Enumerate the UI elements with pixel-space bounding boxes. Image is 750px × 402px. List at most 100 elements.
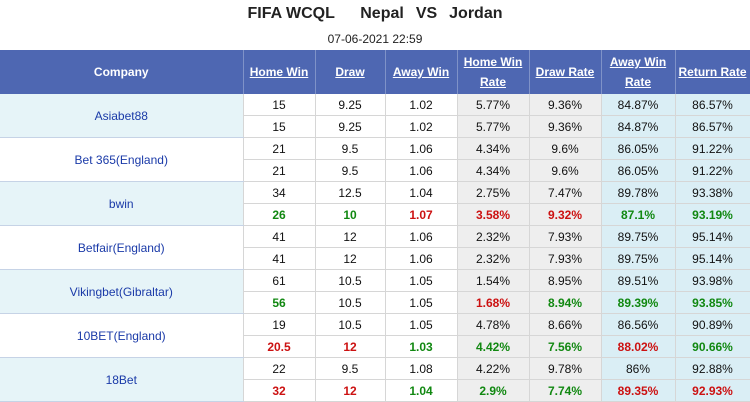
company-name[interactable]: Asiabet88 (0, 94, 244, 138)
company-name[interactable]: Bet 365(England) (0, 137, 244, 182)
home-win-rate: 4.34% (457, 159, 530, 182)
home-win-rate: 1.54% (457, 269, 530, 292)
away-win-odds: 1.05 (385, 313, 458, 336)
home-win-odds: 22 (243, 357, 316, 380)
company-name[interactable]: 18Bet (0, 357, 244, 402)
home-win-odds: 56 (243, 291, 316, 314)
away-win-rate: 89.75% (601, 225, 676, 248)
company-name[interactable]: Betfair(England) (0, 225, 244, 270)
col-draw-rate-header[interactable]: Draw Rate (529, 50, 602, 94)
home-win-odds: 34 (243, 181, 316, 204)
home-win-odds: 21 (243, 137, 316, 160)
table-row: Betfair(England) 41 12 1.06 2.32% 7.93% 89.75%… (0, 225, 750, 270)
table-row: 41 12 1.06 2.32% 7.93% 89.75% 95.14% (0, 247, 750, 270)
home-win-rate: 4.34% (457, 137, 530, 160)
return-rate: 92.88% (675, 357, 750, 380)
draw-rate: 9.36% (529, 94, 602, 116)
odds-table: Company Home Win Draw Away Win Home Win … (0, 50, 750, 402)
away-win-rate: 86.05% (601, 159, 676, 182)
home-win-rate: 4.22% (457, 357, 530, 380)
draw-rate: 9.78% (529, 357, 602, 380)
home-win-rate: 4.78% (457, 313, 530, 336)
draw-rate: 8.94% (529, 291, 602, 314)
home-win-odds: 15 (243, 94, 316, 116)
match-datetime: 07-06-2021 22:59 (327, 32, 423, 46)
draw-rate: 7.47% (529, 181, 602, 204)
draw-rate: 7.93% (529, 225, 602, 248)
company-name[interactable]: Vikingbet(Gibraltar) (0, 269, 244, 314)
return-rate: 95.14% (675, 247, 750, 270)
away-win-rate: 89.51% (601, 269, 676, 292)
draw-rate: 8.66% (529, 313, 602, 336)
away-win-odds: 1.04 (385, 379, 458, 402)
table-row: 56 10.5 1.05 1.68% 8.94% 89.39% 93.85% (0, 291, 750, 314)
col-return-rate-header[interactable]: Return Rate (675, 50, 750, 94)
home-win-odds: 26 (243, 203, 316, 226)
return-rate: 92.93% (675, 379, 750, 402)
away-win-rate: 86.05% (601, 137, 676, 160)
draw-rate: 8.95% (529, 269, 602, 292)
col-home-win-header[interactable]: Home Win (243, 50, 316, 94)
table-row: 18Bet 22 9.5 1.08 4.22% 9.78% 86% 92.88% (0, 357, 750, 402)
home-win-odds: 41 (243, 247, 316, 270)
away-win-rate: 89.35% (601, 379, 676, 402)
table-row: 26 10 1.07 3.58% 9.32% 87.1% 93.19% (0, 203, 750, 226)
draw-odds: 10.5 (315, 313, 386, 336)
return-rate: 93.19% (675, 203, 750, 226)
return-rate: 95.14% (675, 225, 750, 248)
draw-odds: 9.5 (315, 137, 386, 160)
table-row: Asiabet88 15 9.25 1.02 5.77% 9.36% 84.87% 86.57… (0, 94, 750, 138)
home-team: Nepal (360, 5, 404, 22)
vs-label: VS (415, 5, 438, 22)
return-rate: 91.22% (675, 159, 750, 182)
draw-odds: 9.5 (315, 159, 386, 182)
home-win-rate: 2.9% (457, 379, 530, 402)
draw-odds: 9.25 (315, 94, 386, 116)
table-row: 10BET(England) 19 10.5 1.05 4.78% 8.66% 86.56%… (0, 313, 750, 358)
company-name[interactable]: bwin (0, 181, 244, 226)
return-rate: 91.22% (675, 137, 750, 160)
return-rate: 90.89% (675, 313, 750, 336)
return-rate: 93.38% (675, 181, 750, 204)
company-name[interactable]: 10BET(England) (0, 313, 244, 358)
home-win-rate: 1.68% (457, 291, 530, 314)
col-draw-header[interactable]: Draw (315, 50, 386, 94)
draw-odds: 10 (315, 203, 386, 226)
col-away-win-rate-header[interactable]: Away Win Rate (601, 50, 676, 94)
away-win-rate: 87.1% (601, 203, 676, 226)
draw-odds: 12 (315, 335, 386, 358)
draw-odds: 10.5 (315, 291, 386, 314)
away-win-odds: 1.08 (385, 357, 458, 380)
table-row: Vikingbet(Gibraltar) 61 10.5 1.05 1.54% 8.95%… (0, 269, 750, 314)
home-win-odds: 41 (243, 225, 316, 248)
draw-odds: 12 (315, 379, 386, 402)
home-win-rate: 2.32% (457, 225, 530, 248)
draw-odds: 12 (315, 247, 386, 270)
col-company-header: Company (0, 50, 244, 94)
away-win-rate: 88.02% (601, 335, 676, 358)
away-win-odds: 1.03 (385, 335, 458, 358)
away-win-odds: 1.05 (385, 291, 458, 314)
away-win-odds: 1.06 (385, 159, 458, 182)
away-win-rate: 89.78% (601, 181, 676, 204)
home-win-rate: 3.58% (457, 203, 530, 226)
away-win-odds: 1.06 (385, 137, 458, 160)
col-home-win-rate-header[interactable]: Home Win Rate (457, 50, 530, 94)
away-win-rate: 89.75% (601, 247, 676, 270)
table-header-row: Company Home Win Draw Away Win Home Win … (0, 50, 750, 94)
draw-odds: 10.5 (315, 269, 386, 292)
home-win-odds: 32 (243, 379, 316, 402)
away-win-odds: 1.04 (385, 181, 458, 204)
away-win-odds: 1.05 (385, 269, 458, 292)
draw-rate: 9.6% (529, 159, 602, 182)
draw-rate: 9.36% (529, 115, 602, 138)
away-win-rate: 86.56% (601, 313, 676, 336)
table-row: bwin 34 12.5 1.04 2.75% 7.47% 89.78% 93.38% (0, 181, 750, 226)
away-win-odds: 1.06 (385, 247, 458, 270)
away-win-odds: 1.06 (385, 225, 458, 248)
col-away-win-header[interactable]: Away Win (385, 50, 458, 94)
table-row: 20.5 12 1.03 4.42% 7.56% 88.02% 90.66% (0, 335, 750, 358)
draw-rate: 7.56% (529, 335, 602, 358)
page-header: FIFA WCQL Nepal VS Jordan 07-06-2021 22:59 (0, 0, 750, 50)
home-win-odds: 61 (243, 269, 316, 292)
